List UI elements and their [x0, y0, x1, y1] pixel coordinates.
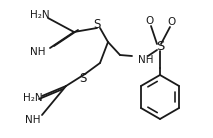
Text: S: S — [93, 18, 101, 30]
Text: NH: NH — [30, 47, 46, 57]
Text: H₂N: H₂N — [30, 10, 50, 20]
Text: O: O — [168, 17, 176, 27]
Text: S: S — [79, 71, 87, 84]
Text: O: O — [145, 16, 153, 26]
Text: S: S — [156, 40, 164, 54]
Text: NH: NH — [25, 115, 41, 125]
Text: NH: NH — [138, 55, 154, 65]
Text: H₂N: H₂N — [23, 93, 43, 103]
